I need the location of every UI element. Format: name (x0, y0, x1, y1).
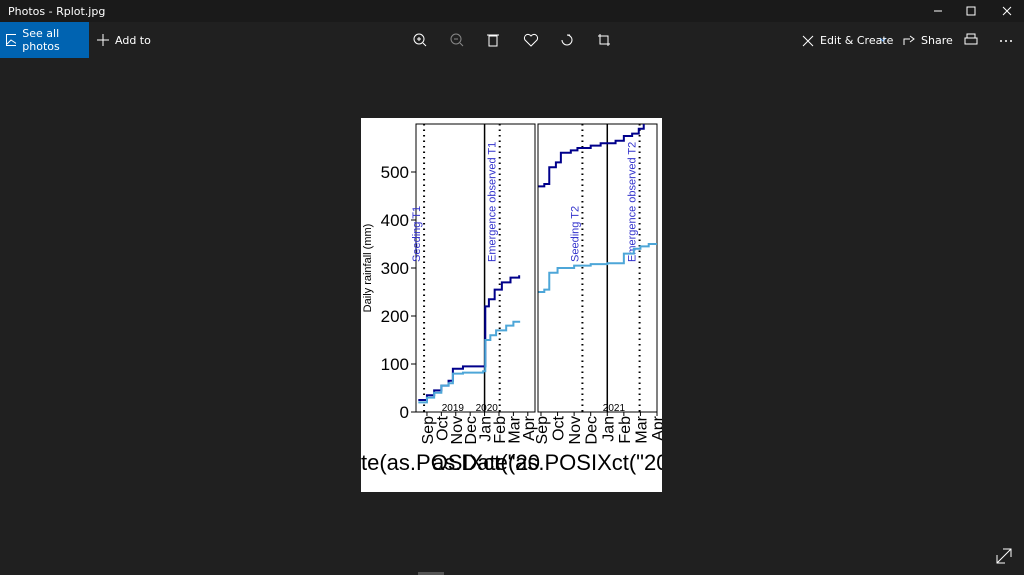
vline-label: Emergence observed T2 (627, 142, 639, 262)
y-axis-label: Daily rainfall (mm) (362, 224, 374, 313)
x-tick-label: Apr (521, 415, 538, 441)
x-tick-label: Oct (551, 415, 568, 440)
icon (6, 34, 17, 46)
x-tick-label: Dec (463, 416, 480, 444)
vline-label: Seeding T2 (569, 206, 581, 262)
x-tick-label: Dec (584, 416, 601, 444)
x-axis-label: as.Date(as.POSIXct("201 (432, 450, 681, 475)
add-to[interactable]: Add to (97, 22, 151, 58)
x-tick-label: Oct (434, 415, 451, 440)
restore[interactable] (966, 6, 976, 16)
series-line (538, 243, 657, 293)
series-line (538, 124, 645, 188)
x-axis-label: te(as.POSIXct("20 (361, 450, 540, 475)
filmstrip-handle (418, 572, 444, 575)
label: Share (921, 33, 953, 47)
x-tick-label: Sep (420, 416, 437, 445)
close[interactable] (1002, 6, 1012, 16)
label: Edit & Create (820, 33, 894, 47)
y-tick-label: 400 (381, 211, 409, 230)
window-controls (934, 6, 1012, 16)
x-tick-label: Nov (567, 416, 584, 444)
series-line (418, 275, 521, 401)
x-tick-label: Sep (534, 416, 551, 445)
title-bar: Photos - Rplot.jpg (0, 0, 1024, 22)
label: Add to (115, 33, 151, 47)
x-tick-label: Jan (600, 416, 617, 442)
x-tick-label: Feb (492, 416, 509, 444)
x-tick-label: Mar (633, 415, 650, 443)
series-line (418, 320, 521, 404)
image-bg (361, 118, 662, 492)
fullscreen[interactable] (996, 548, 1012, 564)
vline-label: Seeding T1 (411, 206, 423, 262)
year-label: 2019 (442, 403, 465, 414)
y-tick-label: 200 (381, 307, 409, 326)
y-tick-label: 0 (400, 403, 409, 422)
edit-create[interactable]: Edit & Create (820, 22, 893, 58)
x-tick-label: Jan (478, 416, 495, 442)
y-tick-label: 300 (381, 259, 409, 278)
x-tick-label: Mar (506, 415, 523, 443)
y-tick-label: 100 (381, 355, 409, 374)
plot-frame (537, 123, 658, 413)
window-title: Photos - Rplot.jpg (8, 5, 106, 18)
label: See all photos (22, 27, 60, 53)
icon (97, 34, 109, 46)
year-label: 2020 (476, 403, 499, 414)
x-tick-label: Nov (449, 416, 466, 444)
share[interactable]: Share (921, 22, 953, 58)
vline-label: Emergence observed T1 (487, 142, 499, 262)
x-tick-label: Apr (650, 415, 667, 441)
see-all-photos[interactable]: See all photos (0, 22, 89, 58)
y-tick-label: 500 (381, 163, 409, 182)
x-tick-label: Feb (617, 416, 634, 444)
year-label: 2021 (603, 403, 626, 414)
